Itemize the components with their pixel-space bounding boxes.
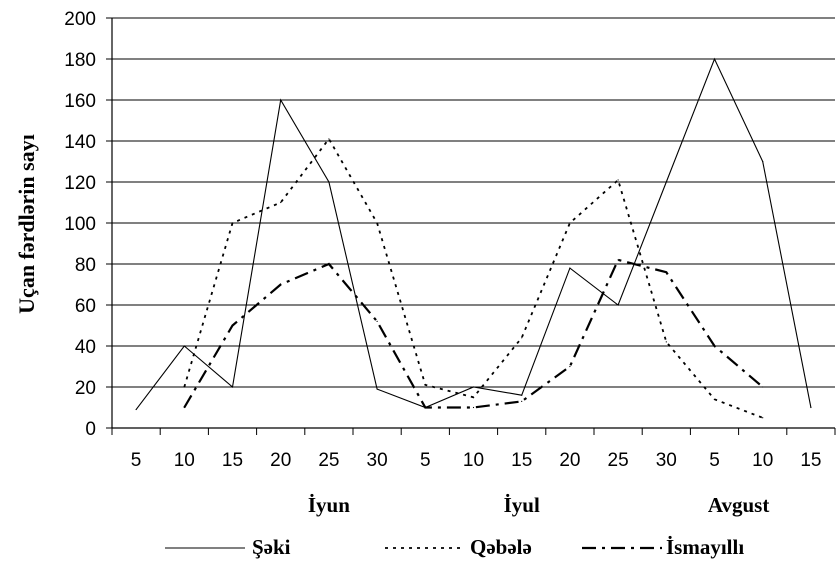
x-tick-label: 5 <box>420 450 431 471</box>
x-tick-label: 5 <box>131 450 142 471</box>
data-point <box>617 304 619 306</box>
data-point <box>183 386 185 388</box>
data-point <box>280 201 282 204</box>
gridlines <box>112 17 835 388</box>
month-label: İyul <box>504 493 540 517</box>
data-point <box>762 417 764 419</box>
data-point <box>762 160 764 163</box>
data-point <box>280 283 282 286</box>
legend: Şəki Qəbələ İsmayıllı <box>165 535 744 559</box>
x-tick-label: 20 <box>559 450 580 471</box>
series-line-dashdot <box>183 258 764 409</box>
series-lines <box>135 57 812 419</box>
x-tick-label: 10 <box>463 450 484 471</box>
x-tick-label: 15 <box>800 450 821 471</box>
series-line-dotted <box>183 137 764 419</box>
data-point <box>569 267 571 269</box>
y-tick-label: 160 <box>64 91 96 112</box>
legend-label: Şəki <box>252 535 291 559</box>
data-point <box>713 58 716 60</box>
data-point <box>376 222 378 224</box>
data-point <box>665 271 667 273</box>
data-point <box>665 181 667 183</box>
y-tick-label: 40 <box>75 337 96 358</box>
data-point <box>376 320 378 322</box>
y-tick-label: 0 <box>85 419 96 440</box>
data-point <box>521 394 523 396</box>
y-tick-labels: 0 20 40 60 80 100 120 140 160 180 200 <box>64 9 96 440</box>
data-point <box>569 222 571 224</box>
y-tick-label: 100 <box>64 214 96 235</box>
data-point <box>328 181 330 183</box>
month-label: Avgust <box>708 493 769 517</box>
data-point <box>617 179 619 181</box>
x-tick-label: 25 <box>608 450 629 471</box>
data-point <box>472 386 475 388</box>
y-tick-label: 140 <box>64 132 96 153</box>
data-point <box>231 386 234 388</box>
data-point <box>183 406 185 409</box>
data-point <box>424 384 426 386</box>
data-point <box>713 398 716 400</box>
x-tick-label: 10 <box>174 450 195 471</box>
data-point <box>328 263 330 265</box>
x-tick-label: 30 <box>656 450 677 471</box>
data-point <box>472 396 475 398</box>
x-tick-label: 10 <box>752 450 773 471</box>
data-point <box>569 365 571 368</box>
x-tick-label: 20 <box>270 450 291 471</box>
month-label: İyun <box>308 493 350 517</box>
y-tick-label: 60 <box>75 296 96 317</box>
month-labels: İyun İyul Avgust <box>308 493 769 517</box>
y-axis-label: Uçan fərdlərin sayı <box>14 134 39 314</box>
data-point <box>665 341 667 343</box>
data-point <box>376 388 378 390</box>
axes <box>106 17 836 435</box>
x-tick-label: 25 <box>318 450 339 471</box>
data-point <box>135 408 137 411</box>
legend-label: Qəbələ <box>470 535 532 559</box>
x-tick-label: 15 <box>511 450 532 471</box>
y-tick-label: 120 <box>64 173 96 194</box>
data-point <box>280 99 282 101</box>
data-point <box>472 406 475 409</box>
legend-label: İsmayıllı <box>666 535 744 559</box>
x-tick-label: 15 <box>222 450 243 471</box>
data-point <box>713 345 716 347</box>
data-point <box>810 406 812 409</box>
data-point <box>521 337 523 339</box>
data-point <box>183 345 185 347</box>
data-point <box>762 386 764 388</box>
data-point <box>231 222 234 224</box>
x-tick-labels: 5 10 15 20 25 30 5 10 15 20 25 30 5 10 15 <box>131 450 822 471</box>
data-point <box>617 259 619 261</box>
x-tick-label: 30 <box>367 450 388 471</box>
data-point <box>424 406 426 409</box>
y-tick-label: 200 <box>64 9 96 30</box>
data-point <box>231 324 234 327</box>
y-tick-label: 20 <box>75 378 96 399</box>
y-tick-label: 180 <box>64 50 96 71</box>
data-point <box>328 138 330 140</box>
y-tick-label: 80 <box>75 255 96 276</box>
x-tick-label: 5 <box>709 450 720 471</box>
series-line-solid <box>135 57 812 410</box>
data-point <box>521 400 523 402</box>
